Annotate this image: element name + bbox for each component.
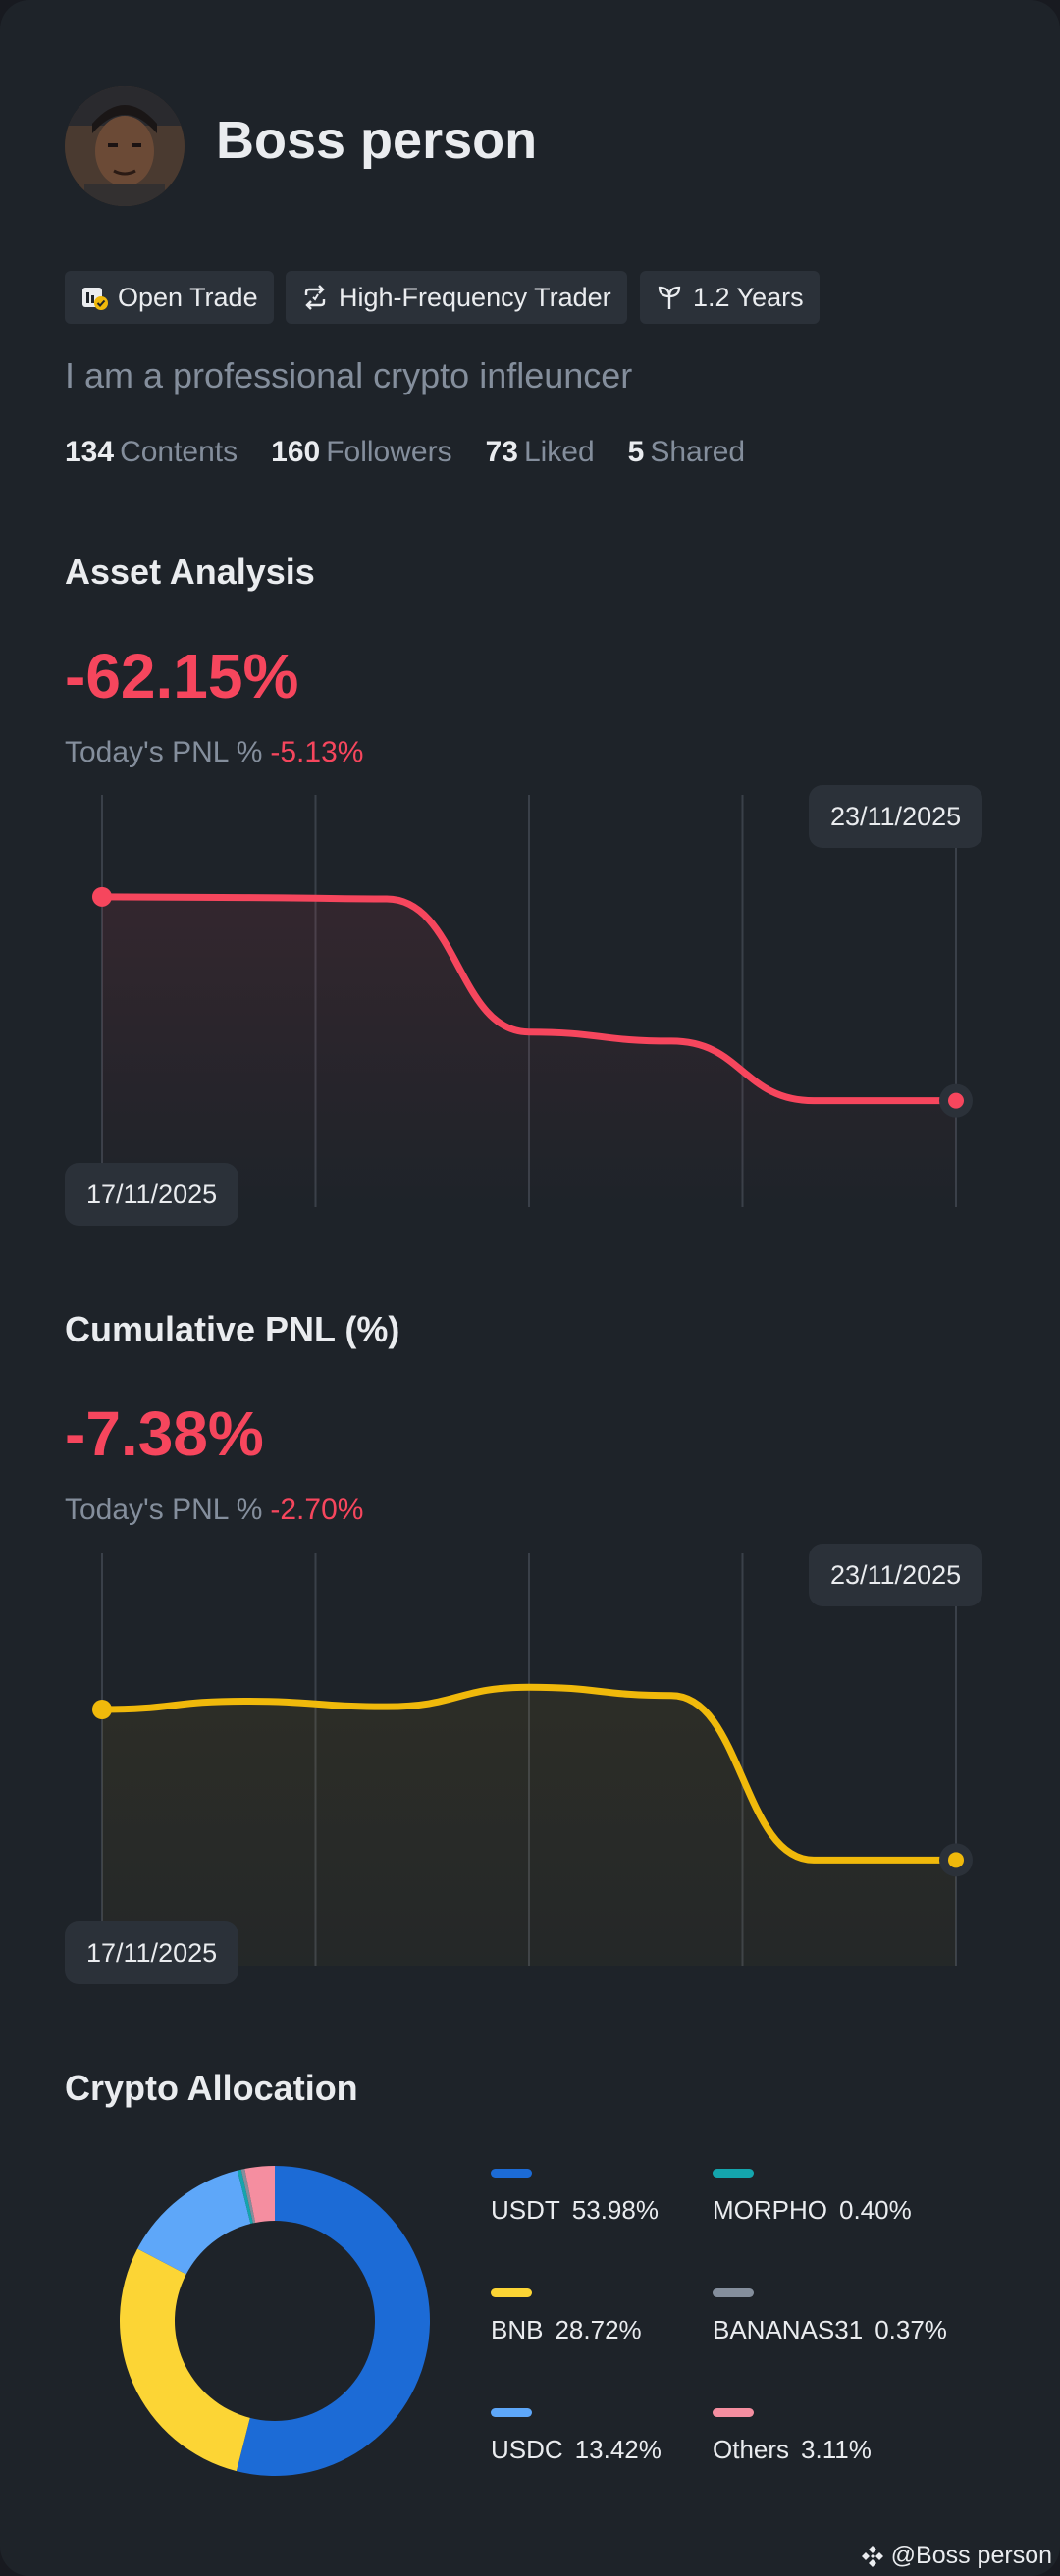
chart-end-date: 23/11/2025 (809, 785, 983, 848)
stat-value: 160 (271, 436, 321, 468)
crypto-allocation-title: Crypto Allocation (65, 2068, 358, 2108)
stat-value: 73 (485, 436, 518, 468)
donut-slice-usdt[interactable] (236, 2166, 430, 2476)
stat-shared[interactable]: 5 Shared (628, 436, 745, 469)
repeat-icon (304, 285, 326, 310)
legend-name: USDT (491, 2195, 560, 2225)
today-pnl-value: -2.70% (270, 1494, 364, 1526)
legend-swatch (713, 2408, 754, 2417)
legend-bnb: BNB 28.72% (491, 2288, 642, 2345)
legend-pct: 0.37% (874, 2315, 947, 2344)
donut-slice-bananas31[interactable] (240, 2169, 256, 2224)
legend-swatch (491, 2408, 532, 2417)
asset-analysis-title: Asset Analysis (65, 552, 315, 592)
stat-label: Liked (523, 436, 595, 468)
legend-name: USDC (491, 2435, 563, 2464)
badge-high-frequency-trader[interactable]: High-Frequency Trader (286, 271, 627, 324)
chart-end-point (948, 1852, 964, 1868)
profile-bio: I am a professional crypto infleuncer (65, 355, 633, 395)
badge-label: 1.2 Years (693, 282, 804, 312)
stat-contents[interactable]: 134 Contents (65, 436, 238, 469)
legend-name: MORPHO (713, 2195, 827, 2225)
stat-label: Followers (326, 436, 452, 468)
allocation-donut-chart[interactable] (108, 2154, 442, 2488)
chart-end-date: 23/11/2025 (809, 1544, 983, 1606)
legend-swatch (713, 2288, 754, 2297)
donut-slice-morpho[interactable] (237, 2169, 253, 2225)
chart-start-point (92, 1700, 112, 1719)
asset-today-pnl: Today's PNL % -5.13% (65, 736, 363, 769)
chart-area (102, 1687, 956, 1966)
cumulative-pnl-value: -7.38% (65, 1398, 264, 1469)
asset-analysis-value: -62.15% (65, 641, 299, 711)
chart-series-line (98, 1683, 960, 1864)
cumulative-pnl-title: Cumulative PNL (%) (65, 1309, 400, 1349)
legend-pct: 28.72% (555, 2315, 642, 2344)
donut-slice-bnb[interactable] (120, 2248, 250, 2472)
legend-name: Others (713, 2435, 790, 2464)
stat-followers[interactable]: 160 Followers (271, 436, 451, 469)
legend-usdt: USDT 53.98% (491, 2169, 659, 2226)
binance-logo-icon (861, 2545, 883, 2567)
watermark: @Boss person (860, 2542, 1052, 2570)
badge-label: Open Trade (118, 282, 258, 312)
today-pnl-value: -5.13% (270, 736, 364, 768)
legend-pct: 13.42% (574, 2435, 662, 2464)
stat-label: Contents (120, 436, 238, 468)
legend-pct: 3.11% (801, 2435, 872, 2464)
open-trade-icon (82, 288, 108, 310)
legend-pct: 0.40% (839, 2195, 912, 2225)
chart-start-date: 17/11/2025 (65, 1921, 239, 1984)
legend-swatch (491, 2169, 532, 2178)
donut-slice-others[interactable] (244, 2166, 275, 2223)
watermark-text: @Boss person (890, 2542, 1052, 2569)
stat-label: Shared (650, 436, 746, 468)
today-pnl-label: Today's PNL % (65, 736, 263, 768)
stat-value: 5 (627, 436, 645, 468)
stat-value: 134 (65, 436, 115, 468)
stat-liked[interactable]: 73 Liked (486, 436, 595, 469)
today-pnl-label: Today's PNL % (65, 1494, 263, 1526)
asset-analysis-chart[interactable] (0, 795, 1060, 1217)
badge-open-trade[interactable]: Open Trade (65, 271, 274, 324)
legend-name: BNB (491, 2315, 544, 2344)
legend-others: Others 3.11% (713, 2408, 872, 2465)
profile-stats: 134 Contents 160 Followers 73 Liked 5 Shared (65, 436, 778, 469)
badge-label: High-Frequency Trader (339, 282, 611, 312)
cumulative-today-pnl: Today's PNL % -2.70% (65, 1494, 363, 1527)
chart-start-point (92, 886, 112, 907)
sprout-icon (658, 286, 681, 309)
cumulative-pnl-chart[interactable] (0, 1553, 1060, 1975)
chart-end-point (948, 1092, 964, 1109)
chart-start-date: 17/11/2025 (65, 1163, 239, 1226)
chart-area (102, 896, 956, 1207)
badge-experience[interactable]: 1.2 Years (640, 271, 820, 324)
legend-usdc: USDC 13.42% (491, 2408, 662, 2465)
avatar[interactable] (65, 86, 185, 206)
donut-slice-usdc[interactable] (137, 2170, 251, 2275)
legend-name: BANANAS31 (713, 2315, 864, 2344)
legend-bananas31: BANANAS31 0.37% (713, 2288, 947, 2345)
legend-pct: 53.98% (571, 2195, 659, 2225)
profile-name: Boss person (216, 111, 538, 170)
legend-swatch (491, 2288, 532, 2297)
chart-series-line (98, 893, 960, 1105)
legend-morpho: MORPHO 0.40% (713, 2169, 912, 2226)
legend-swatch (713, 2169, 754, 2178)
